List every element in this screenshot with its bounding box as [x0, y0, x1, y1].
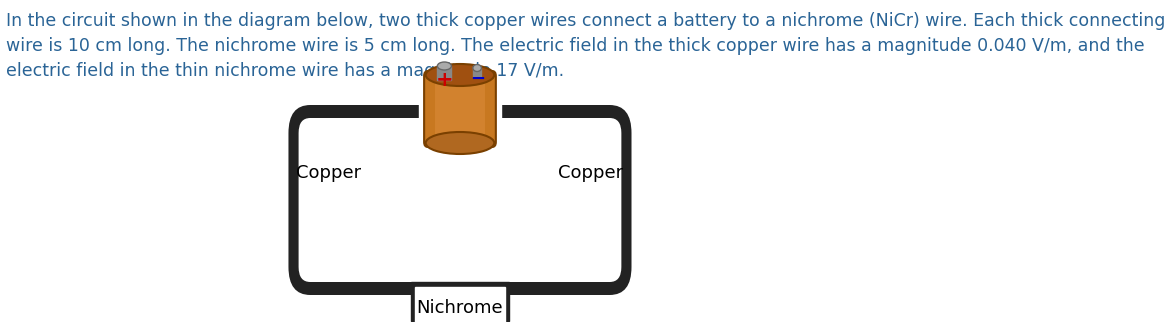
Text: Copper: Copper: [296, 165, 362, 182]
FancyBboxPatch shape: [424, 71, 495, 147]
Bar: [473, 68, 481, 77]
Bar: [438, 66, 451, 80]
Bar: [415, 287, 505, 322]
Bar: [419, 103, 501, 120]
Ellipse shape: [426, 132, 494, 154]
Bar: [411, 282, 509, 321]
Bar: [416, 281, 505, 296]
Text: Copper: Copper: [559, 165, 623, 182]
FancyBboxPatch shape: [436, 77, 485, 137]
Text: In the circuit shown in the diagram below, two thick copper wires connect a batt: In the circuit shown in the diagram belo…: [6, 12, 1165, 80]
Ellipse shape: [473, 64, 481, 71]
Ellipse shape: [426, 64, 494, 86]
Text: Nichrome: Nichrome: [417, 299, 504, 317]
Text: −: −: [471, 70, 486, 88]
Text: +: +: [436, 70, 453, 90]
Ellipse shape: [438, 62, 451, 70]
FancyBboxPatch shape: [288, 105, 631, 295]
FancyBboxPatch shape: [299, 118, 622, 282]
